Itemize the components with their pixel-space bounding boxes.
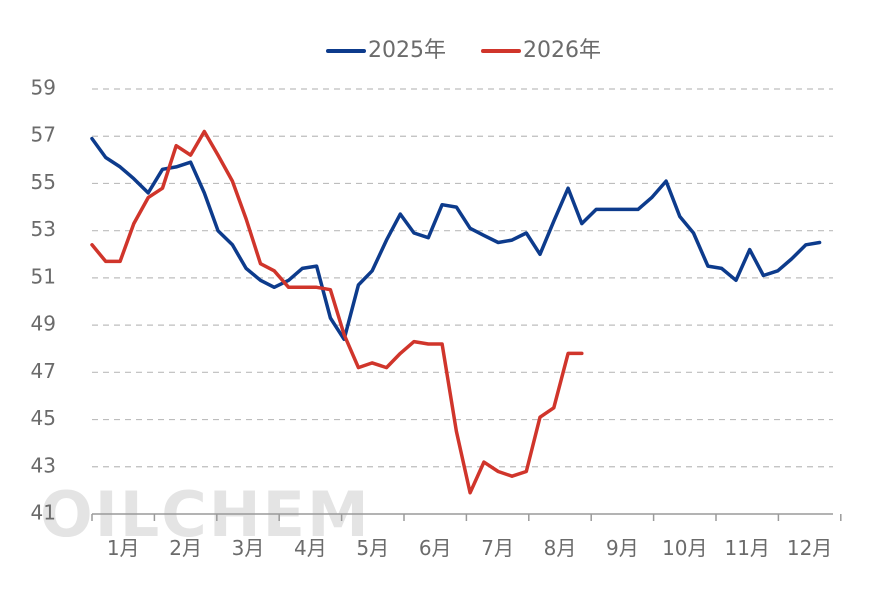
legend-label: 2026年 [523, 38, 601, 63]
y-tick-label: 53 [31, 217, 56, 241]
x-tick-label: 7月 [481, 536, 514, 560]
y-tick-label: 41 [31, 501, 56, 525]
x-tick-label: 6月 [419, 536, 452, 560]
x-tick-label: 3月 [232, 536, 265, 560]
series-line-1 [90, 136, 822, 342]
x-tick-label: 10月 [662, 536, 707, 560]
x-tick-label: 4月 [294, 536, 327, 560]
x-tick-label: 1月 [107, 536, 140, 560]
y-tick-label: 51 [31, 264, 56, 288]
x-tick-label: 11月 [724, 536, 769, 560]
y-tick-label: 55 [31, 170, 56, 194]
x-axis: 1月 2月 3月 4月 5月 6月 7月 8月 9月 10月 11月 12月 [91, 513, 842, 560]
gridlines [92, 88, 833, 468]
series-line-2 [90, 129, 584, 495]
y-tick-label: 59 [31, 76, 56, 100]
y-tick-label: 45 [31, 406, 56, 430]
x-tick-label: 8月 [544, 536, 577, 560]
legend-label: 2025年 [368, 38, 446, 63]
y-axis: 41 43 45 47 49 51 53 55 57 59 [31, 76, 56, 525]
x-tick-label: 5月 [356, 536, 389, 560]
x-tick-label: 2月 [169, 536, 202, 560]
y-tick-label: 57 [31, 123, 56, 147]
x-tick-label: 9月 [606, 536, 639, 560]
y-tick-label: 47 [31, 359, 56, 383]
y-tick-label: 43 [31, 453, 56, 477]
legend: 2025年 2026年 [326, 38, 601, 63]
x-tick-label: 12月 [787, 536, 832, 560]
y-tick-label: 49 [31, 312, 56, 336]
series-lines [90, 129, 822, 495]
